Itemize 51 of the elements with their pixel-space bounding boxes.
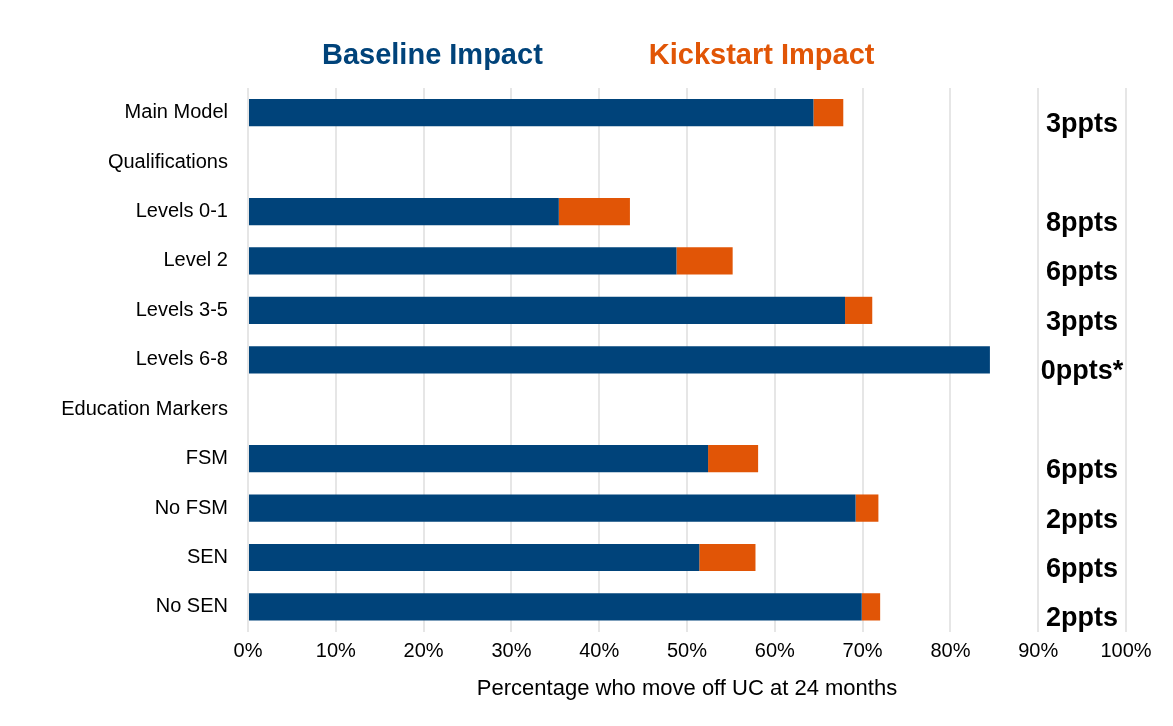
series-label: Kickstart Impact <box>648 38 875 70</box>
y-tick-label: No FSM <box>154 495 228 518</box>
bar <box>699 543 756 572</box>
y-tick-label: Main Model <box>124 100 228 123</box>
x-axis-title: Percentage who move off UC at 24 months <box>476 674 898 700</box>
y-tick-label: Level 2 <box>163 248 228 271</box>
annotation: 2ppts <box>1045 602 1119 633</box>
annotation: 2ppts <box>1045 503 1119 534</box>
bar <box>249 346 990 374</box>
bar <box>249 593 862 621</box>
x-tick-label: 10% <box>315 639 357 662</box>
y-tick-label: Levels 3-5 <box>135 297 228 320</box>
y-tick-label: Education Markers <box>61 396 228 419</box>
x-tick-label: 100% <box>1100 639 1152 662</box>
y-tick-label: No SEN <box>155 594 228 617</box>
bar <box>249 296 846 324</box>
bar <box>249 247 677 275</box>
bar <box>845 296 873 324</box>
series-label: Baseline Impact <box>321 38 544 70</box>
y-tick-label: Levels 0-1 <box>135 199 228 222</box>
x-tick-label: 50% <box>666 639 708 662</box>
bar <box>249 197 559 226</box>
y-tick-label: Levels 6-8 <box>135 347 228 370</box>
bar <box>249 494 856 522</box>
annotation: 0ppts* <box>1040 355 1124 386</box>
bar <box>249 445 709 473</box>
annotation: 6ppts <box>1045 454 1119 485</box>
y-tick-label: SEN <box>186 544 228 567</box>
annotation: 6ppts <box>1045 256 1119 287</box>
annotation: 3ppts <box>1045 108 1119 139</box>
annotation: 6ppts <box>1045 552 1119 583</box>
x-tick-label: 30% <box>491 639 532 662</box>
x-tick-label: 40% <box>579 639 620 662</box>
annotation: 3ppts <box>1045 305 1119 336</box>
bar <box>708 445 759 473</box>
x-tick-label: 60% <box>754 639 796 662</box>
x-tick-label: 70% <box>842 639 883 662</box>
bar <box>249 99 814 127</box>
bar <box>813 99 844 127</box>
bar <box>558 197 630 226</box>
x-tick-label: 20% <box>403 639 444 662</box>
x-tick-label: 80% <box>930 639 971 662</box>
bar <box>855 494 879 522</box>
bar <box>676 247 733 275</box>
x-tick-label: 90% <box>1018 639 1059 662</box>
x-tick-label: 0% <box>233 639 263 662</box>
bar <box>249 543 700 572</box>
bar <box>861 593 881 621</box>
annotation: 8ppts <box>1045 207 1119 237</box>
y-tick-label: FSM <box>185 446 228 469</box>
y-tick-label: Qualifications <box>107 149 228 172</box>
